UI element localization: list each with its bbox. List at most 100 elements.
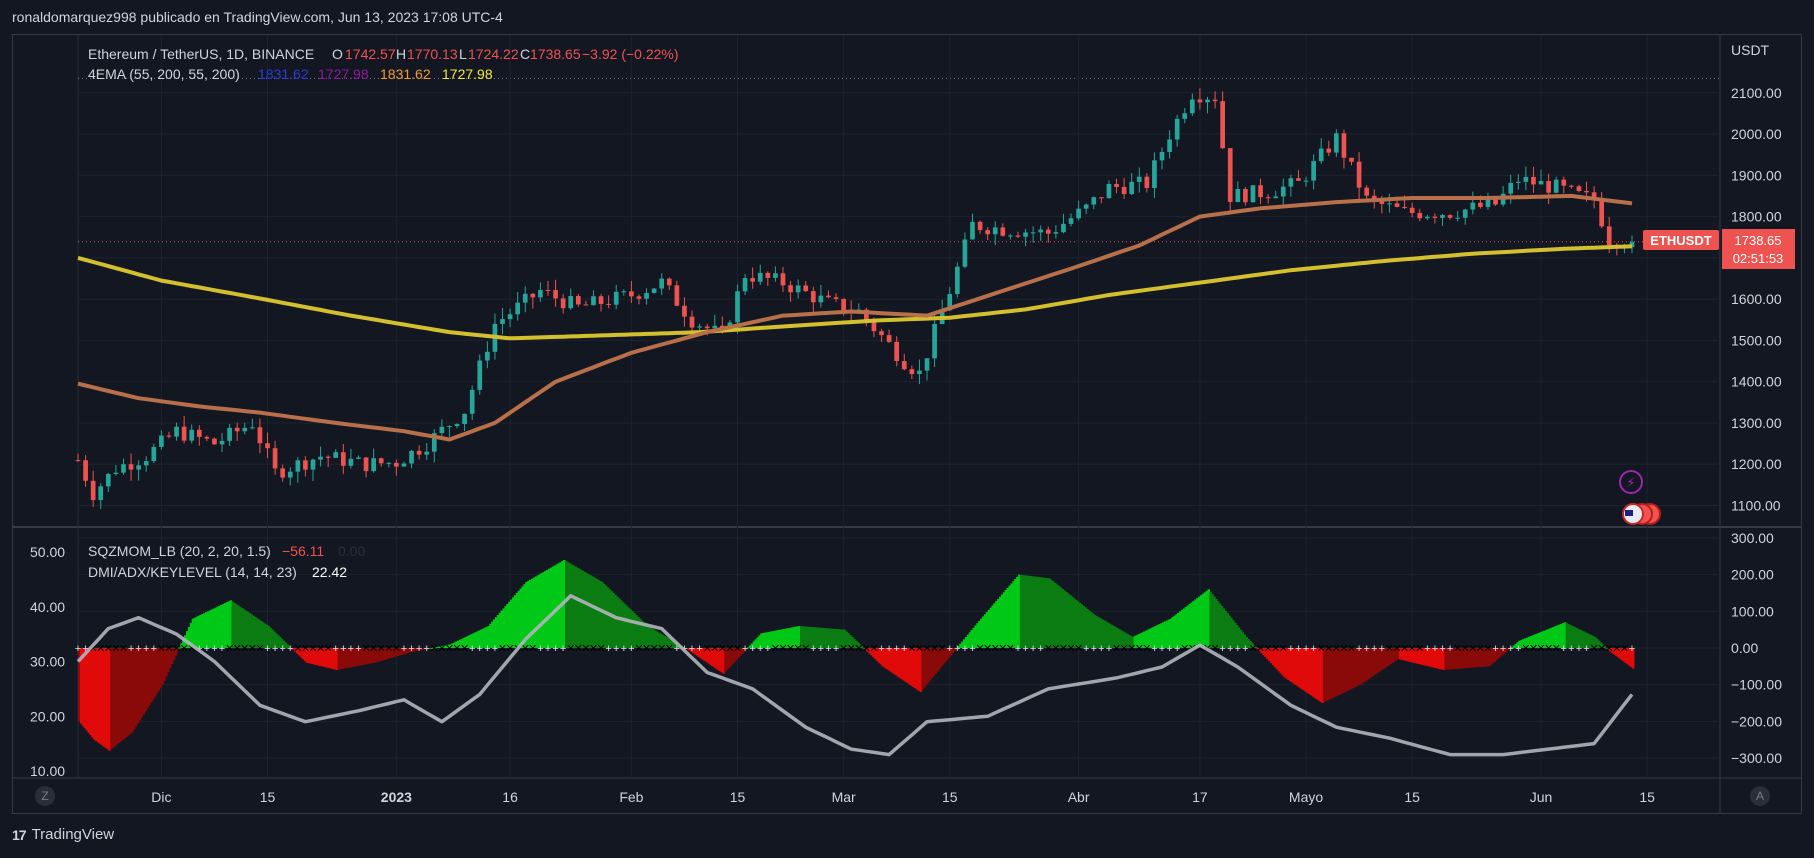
momentum-bar: [692, 648, 695, 654]
momentum-bar: [1084, 607, 1087, 648]
momentum-bar: [547, 568, 551, 648]
momentum-bar: [745, 648, 748, 650]
osc-right-tick-label: 300.00: [1731, 530, 1774, 546]
candle-up: [1515, 181, 1521, 183]
squeeze-dot: ✕: [104, 643, 113, 655]
momentum-bar: [813, 627, 816, 648]
legend: Ethereum / TetherUS, 1D, BINANCE O 1742.…: [88, 46, 679, 580]
footer-brand[interactable]: TradingView: [31, 826, 115, 843]
momentum-bar: [684, 648, 687, 649]
tradingview-logo-icon[interactable]: 17: [12, 826, 27, 843]
momentum-bar: [1372, 648, 1375, 676]
candle-up: [591, 296, 596, 306]
momentum-bar: [739, 648, 742, 656]
osc-right-tick-label: 0.00: [1731, 640, 1758, 656]
momentum-bar: [938, 648, 941, 670]
momentum-bar: [1389, 648, 1392, 665]
candle-up: [1523, 176, 1529, 182]
momentum-bar: [1324, 648, 1328, 702]
candle-up: [401, 463, 407, 467]
momentum-bar: [1019, 574, 1023, 648]
momentum-bar: [163, 648, 166, 681]
candle-down: [780, 273, 786, 286]
momentum-bar: [377, 648, 380, 662]
candle-down: [864, 309, 869, 321]
momentum-bar: [551, 566, 555, 648]
momentum-bar: [479, 629, 483, 648]
momentum-bar: [746, 647, 750, 649]
momentum-bar: [1251, 643, 1254, 648]
momentum-bar: [1065, 592, 1068, 648]
momentum-bar: [1351, 648, 1355, 689]
momentum-bar: [995, 601, 998, 648]
momentum-bar: [1501, 648, 1504, 656]
momentum-bar: [349, 648, 352, 668]
momentum-bar: [1552, 626, 1555, 648]
candle-up: [318, 456, 323, 460]
momentum-bar: [1467, 648, 1470, 669]
momentum-bar: [364, 648, 367, 665]
momentum-bar: [1031, 576, 1034, 648]
momentum-bar: [521, 586, 524, 648]
momentum-bar: [1330, 648, 1334, 699]
sqzmom-value-2: 0.00: [338, 543, 365, 559]
momentum-bar: [1624, 648, 1627, 663]
currency-label: USDT: [1731, 42, 1770, 58]
momentum-bar: [1520, 639, 1523, 648]
oscillator-pane: + + ✕✕✕✕✕ + + + + ✕✕✕✕✕ + + + + ✕✕✕✕✕ + + + + ✕✕✕✕✕ + + + + ✕✕…: [75, 560, 1635, 757]
momentum-bar: [1260, 648, 1264, 654]
momentum-bar: [629, 609, 632, 648]
momentum-bar: [134, 648, 138, 727]
momentum-bar: [820, 627, 824, 648]
candle-up: [477, 360, 483, 390]
candle-up: [621, 291, 627, 293]
momentum-bar: [1584, 632, 1588, 648]
momentum-bar: [312, 648, 316, 665]
zoom-icon[interactable]: Z: [35, 786, 55, 806]
momentum-bar: [644, 624, 648, 648]
momentum-bar: [1224, 610, 1228, 648]
momentum-bar: [775, 630, 778, 648]
momentum-bar: [612, 593, 615, 648]
momentum-bar: [1630, 648, 1633, 668]
momentum-bar: [322, 648, 325, 667]
squeeze-dot: +: [1424, 643, 1430, 655]
momentum-bar: [1459, 648, 1463, 669]
candle-up: [113, 472, 119, 475]
momentum-bar: [1116, 628, 1120, 648]
squeeze-dot: ✕: [521, 643, 530, 655]
momentum-bar: [286, 644, 289, 648]
candle-down: [575, 295, 581, 305]
squeeze-dot: +: [469, 643, 475, 655]
candle-down: [166, 435, 172, 437]
momentum-bar: [1089, 611, 1093, 648]
momentum-bar: [949, 648, 953, 656]
momentum-bar: [1406, 648, 1409, 662]
momentum-bar: [1586, 633, 1590, 648]
candle-up: [1152, 160, 1157, 189]
candle-down: [1364, 187, 1370, 196]
momentum-bar: [870, 648, 873, 656]
momentum-bar: [415, 648, 418, 651]
candle-up: [1205, 99, 1210, 103]
momentum-bar: [1198, 596, 1201, 648]
momentum-bar: [627, 607, 631, 648]
price-tag-value: 1738.65: [1735, 233, 1782, 248]
auto-scale-button[interactable]: A: [1750, 786, 1770, 806]
momentum-bar: [1074, 599, 1078, 648]
squeeze-dot: +: [1492, 643, 1498, 655]
momentum-bar: [400, 648, 403, 655]
momentum-bar: [1245, 637, 1248, 648]
momentum-bar: [369, 648, 373, 664]
squeeze-dot: ✕: [725, 643, 734, 655]
squeeze-dot: +: [1583, 643, 1589, 655]
momentum-bar: [919, 648, 922, 692]
momentum-bar: [411, 648, 415, 652]
momentum-bar: [872, 648, 875, 658]
momentum-bar: [805, 626, 809, 648]
squeeze-dot: +: [605, 643, 611, 655]
momentum-bar: [1237, 627, 1241, 648]
momentum-bar: [182, 639, 185, 648]
lightning-icon[interactable]: [1619, 470, 1643, 494]
